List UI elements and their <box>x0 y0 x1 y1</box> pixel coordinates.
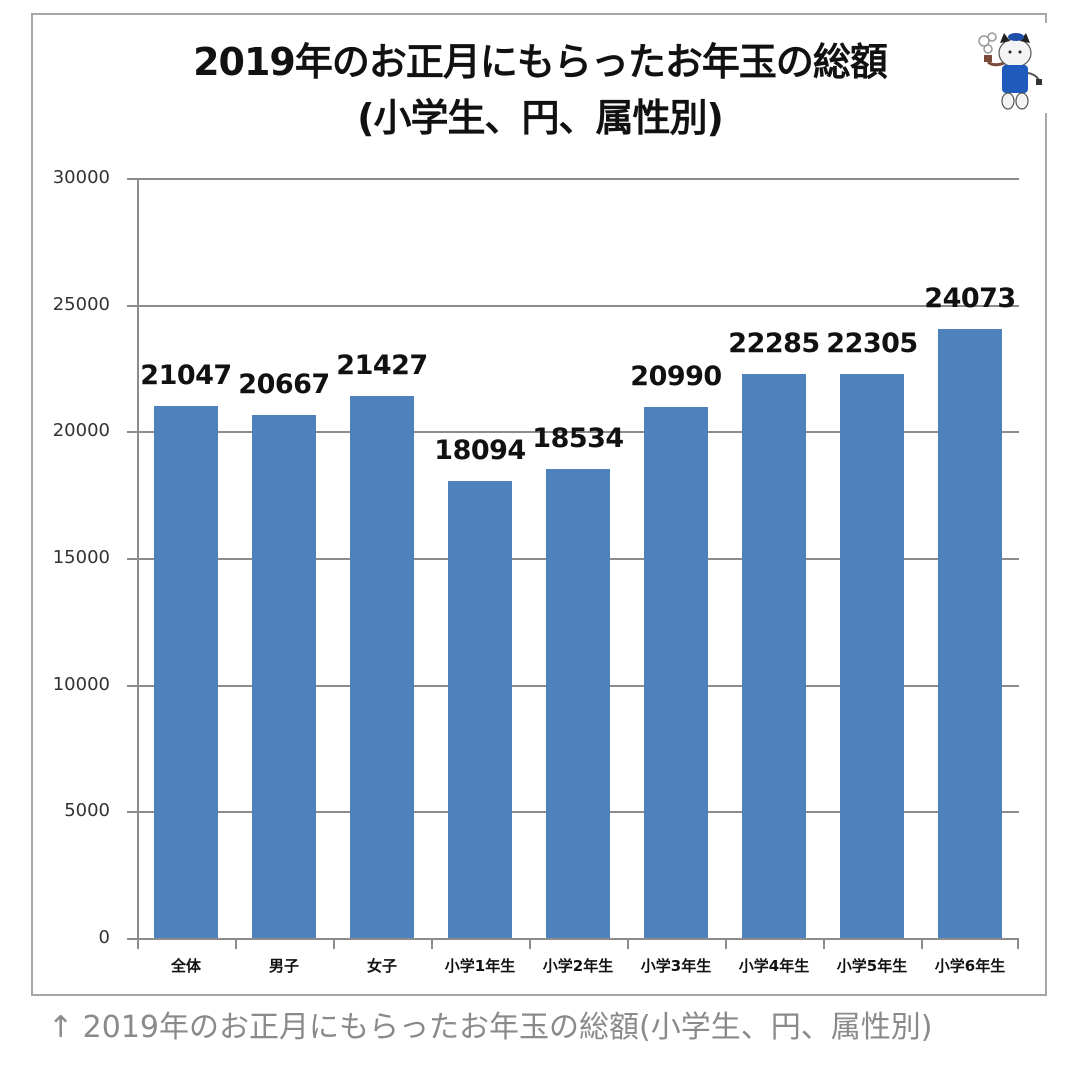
x-tick-label: 小学6年生 <box>934 957 1006 975</box>
y-axis-line <box>137 179 139 949</box>
gridline-25000 <box>127 305 1019 307</box>
data-label: 18534 <box>532 423 624 454</box>
x-tick <box>725 939 727 949</box>
x-tick-label: 女子 <box>366 957 397 975</box>
bar-zentai <box>154 406 218 939</box>
x-tick <box>823 939 825 949</box>
x-tick-label: 小学1年生 <box>444 957 516 975</box>
y-tick-label: 15000 <box>52 547 110 568</box>
x-tick <box>627 939 629 949</box>
x-axis-line <box>127 938 1019 940</box>
x-tick-label: 小学4年生 <box>738 957 810 975</box>
bar-grade5 <box>840 374 904 939</box>
x-tick <box>235 939 237 949</box>
x-tick <box>529 939 531 949</box>
data-label: 18094 <box>434 435 526 466</box>
chart-subtitle: (小学生、円、属性別) <box>357 96 724 140</box>
bar-grade2 <box>546 469 610 939</box>
y-tick-label: 5000 <box>64 800 110 821</box>
x-tick-label: 男子 <box>268 957 299 975</box>
bar-grade6 <box>938 329 1002 939</box>
y-tick-label: 0 <box>98 927 110 948</box>
bar-joshi <box>350 396 414 939</box>
data-label: 21047 <box>140 360 232 391</box>
data-label: 20667 <box>238 369 330 400</box>
x-tick-label: 全体 <box>170 957 201 975</box>
x-tick-label: 小学5年生 <box>836 957 908 975</box>
y-tick-label: 20000 <box>52 420 110 441</box>
data-label: 20990 <box>630 361 722 392</box>
data-label: 22285 <box>728 328 820 359</box>
chart-frame-edge <box>1040 13 1047 15</box>
y-tick-label: 10000 <box>52 674 110 695</box>
chart-title: 2019年のお正月にもらったお年玉の総額 <box>193 40 888 84</box>
data-label: 24073 <box>924 283 1016 314</box>
data-label: 21427 <box>336 350 428 381</box>
chart-frame <box>31 13 1047 996</box>
x-tick <box>921 939 923 949</box>
image-caption: ↑ 2019年のお正月にもらったお年玉の総額(小学生、円、属性別) <box>48 1010 933 1045</box>
x-tick <box>431 939 433 949</box>
y-tick-label: 30000 <box>52 167 110 188</box>
x-tick-label: 小学2年生 <box>542 957 614 975</box>
x-tick <box>333 939 335 949</box>
gridline-30000 <box>127 178 1019 180</box>
cat-mascot-icon <box>978 32 1042 110</box>
plot-area <box>127 178 1019 949</box>
chart-frame-edge <box>1045 113 1047 994</box>
x-tick-label: 小学3年生 <box>640 957 712 975</box>
bar-grade3 <box>644 407 708 939</box>
gridline-20000 <box>127 431 1019 433</box>
x-tick <box>1017 939 1019 949</box>
data-label: 22305 <box>826 328 918 359</box>
chart-frame-edge <box>1045 13 1047 23</box>
y-tick-label: 25000 <box>52 294 110 315</box>
bar-grade4 <box>742 374 806 939</box>
bar-grade1 <box>448 481 512 939</box>
bar-danshi <box>252 415 316 939</box>
